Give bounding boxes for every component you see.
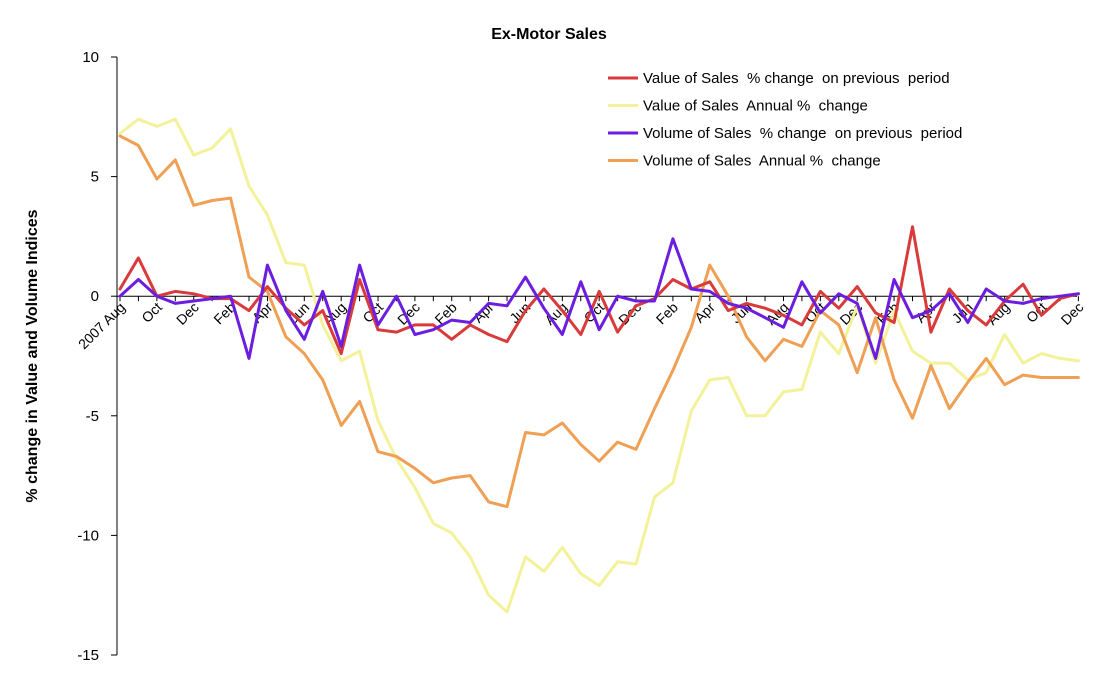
legend-label-3: Volume of Sales % change on previous per… [643, 125, 962, 142]
series-line-3 [118, 237, 1080, 360]
x-tick-label: 2007 Aug [75, 299, 128, 352]
legend-label-1: Value of Sales % change on previous peri… [643, 70, 950, 87]
legend-label-2: Value of Sales Annual % change [643, 98, 868, 115]
y-axis-label: % change in Value and Volume Indices [24, 209, 41, 502]
legend-label-4: Volume of Sales Annual % change [643, 153, 881, 170]
chart-title: Ex-Motor Sales [491, 26, 607, 43]
y-tick-label: -10 [77, 527, 99, 544]
series-line-4 [118, 134, 1080, 509]
y-tick-label: 10 [82, 49, 99, 66]
y-tick-label: 5 [91, 169, 99, 186]
y-tick-label: -5 [86, 408, 99, 425]
x-tick-label: Oct [138, 299, 165, 326]
x-tick-label: Feb [653, 299, 682, 328]
legend: Value of Sales % change on previous peri… [608, 70, 962, 170]
y-tick-label: -15 [77, 647, 99, 664]
y-tick-label: 0 [91, 288, 99, 305]
y-axis-ticks: 10 5 0 -5 -10 -15 [77, 49, 117, 664]
series-line-1 [118, 225, 1080, 356]
series-lines [118, 117, 1080, 614]
axes [116, 57, 1077, 655]
x-tick-label: Dec [1058, 299, 1087, 328]
series-line-2 [118, 117, 1080, 614]
